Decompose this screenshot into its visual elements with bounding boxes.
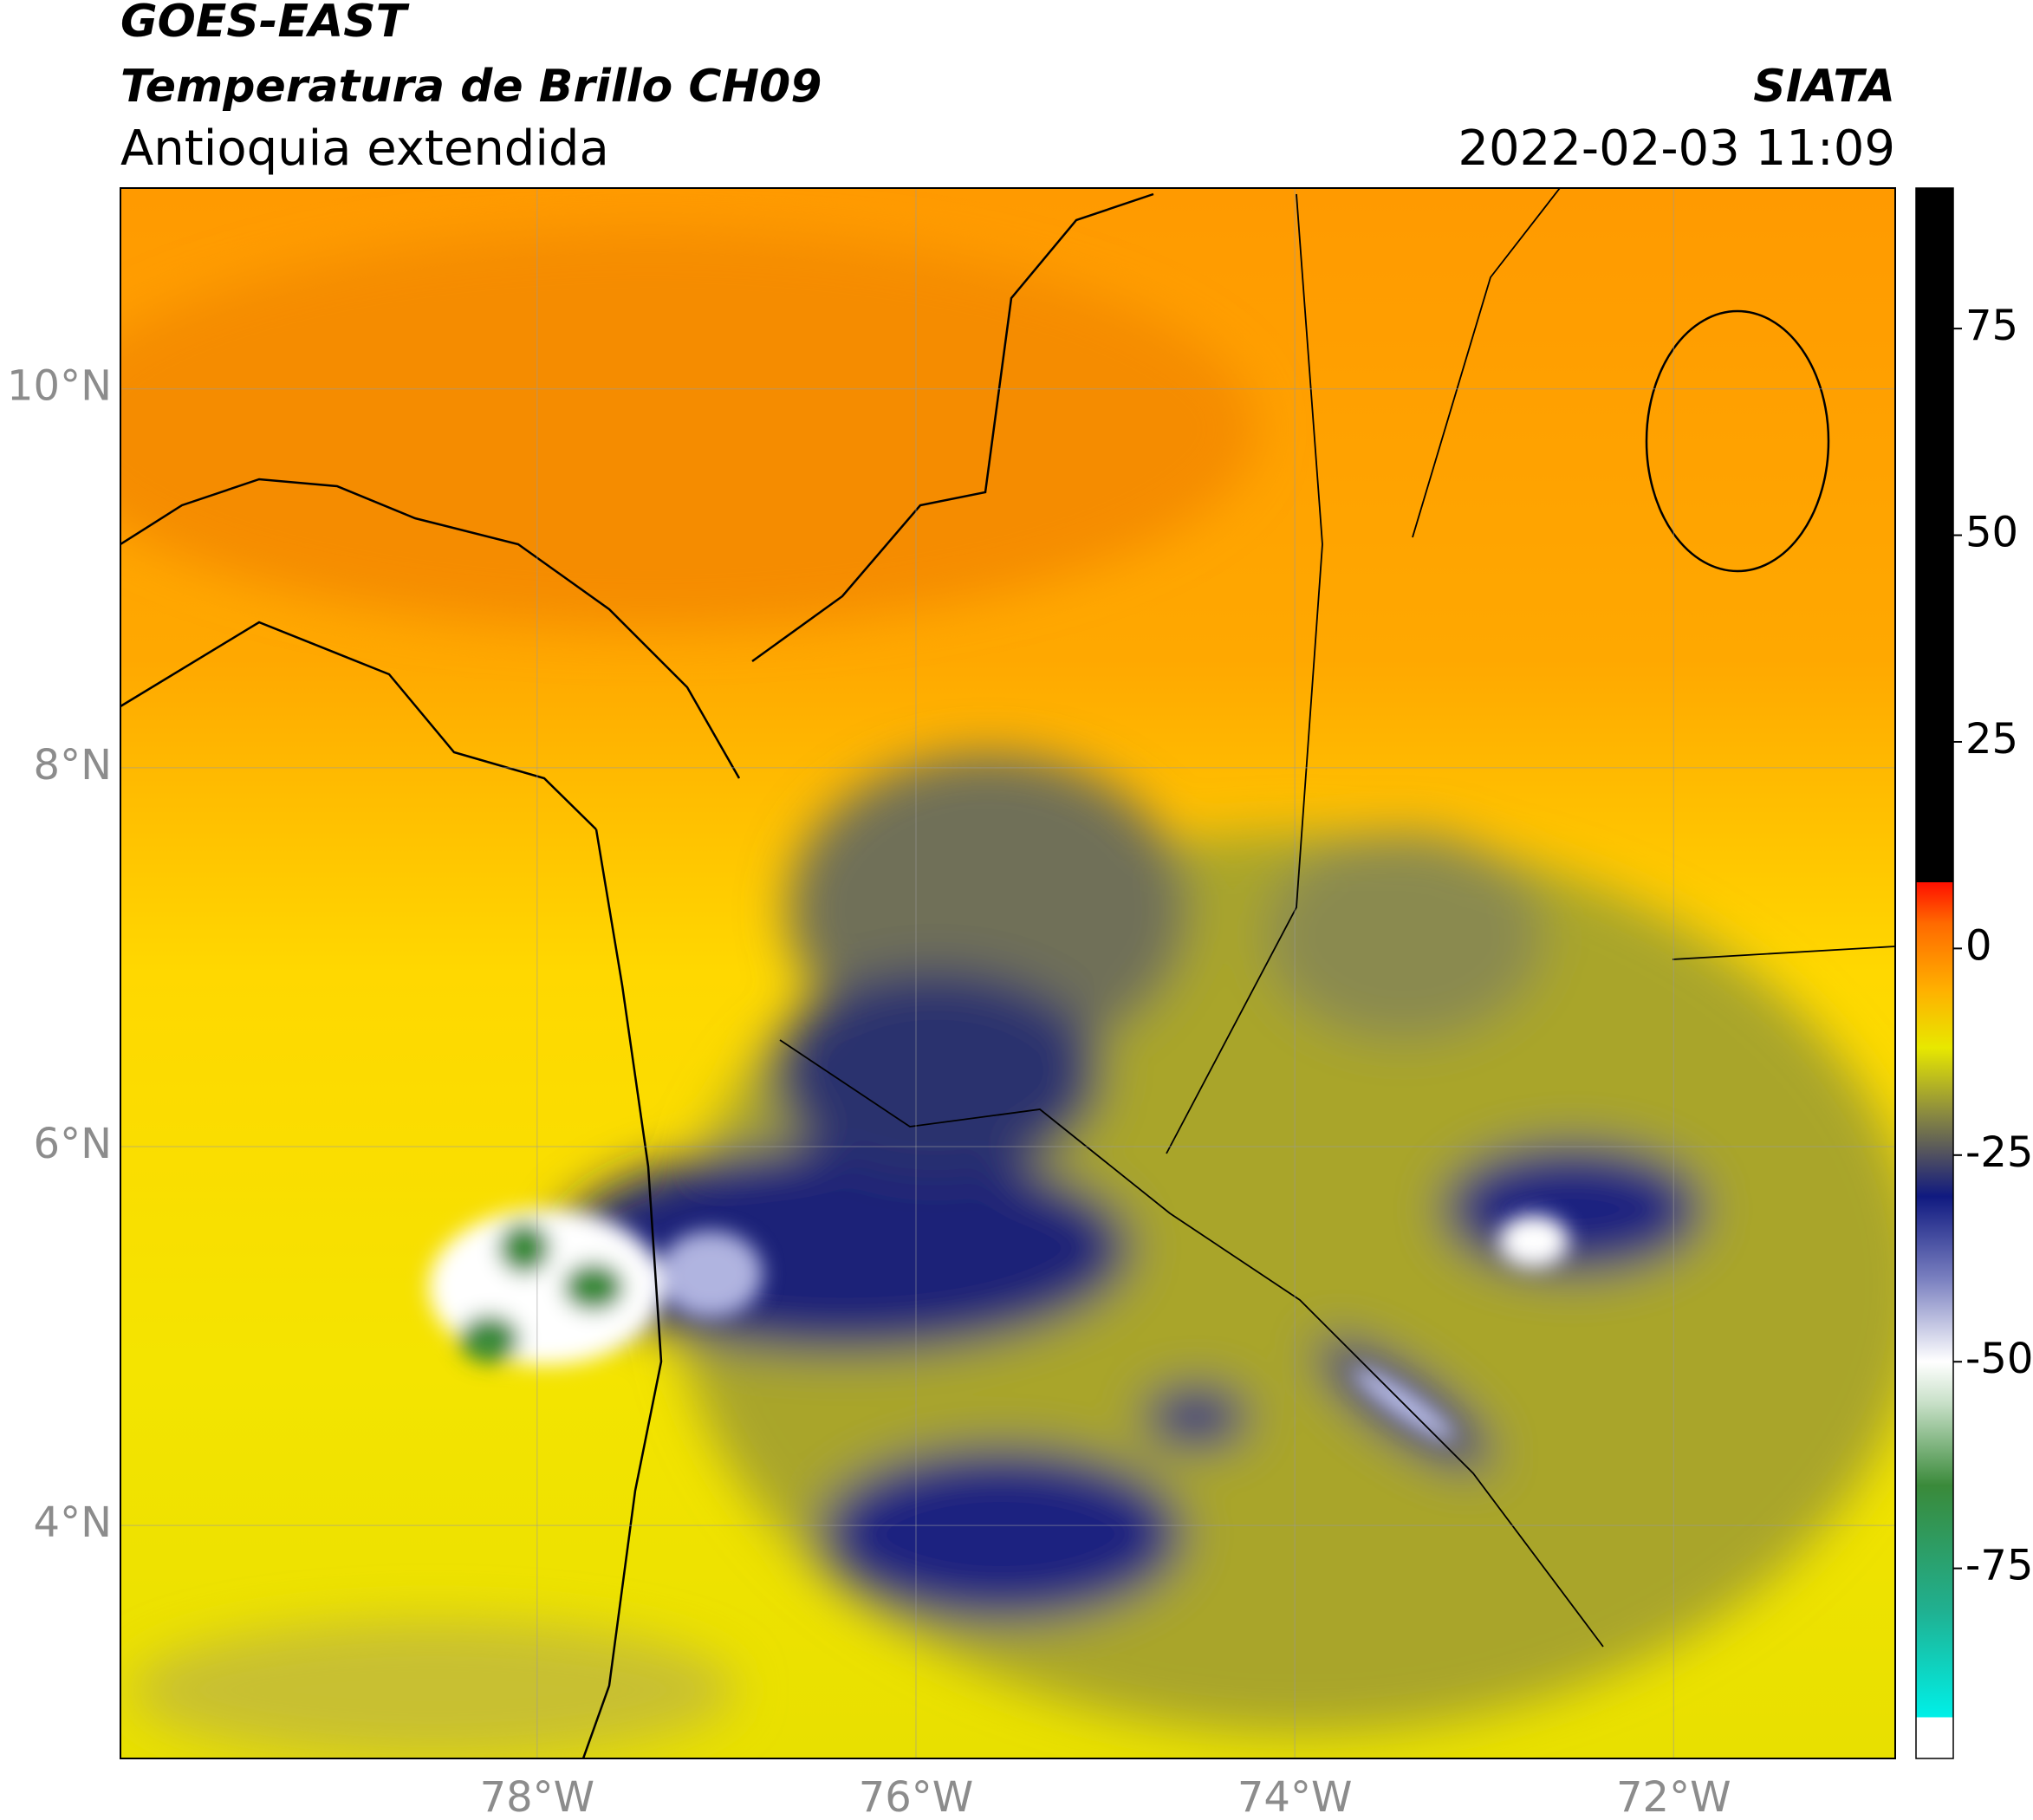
satellite-image bbox=[120, 188, 1895, 1758]
datetime: 2022-02-03 11:09 bbox=[1458, 120, 1895, 177]
colorbar-tick-label: 75 bbox=[1965, 302, 2018, 350]
colorbar-tick-label: -75 bbox=[1965, 1542, 2033, 1590]
region: Antioquia extendida bbox=[120, 120, 609, 177]
x-tick-label: 76°W bbox=[859, 1773, 974, 1820]
title: GOES-EAST bbox=[120, 0, 410, 48]
colorbar-tick-label: -50 bbox=[1965, 1335, 2033, 1383]
y-tick-label: 10°N bbox=[7, 362, 112, 411]
x-tick-label: 78°W bbox=[480, 1773, 595, 1820]
y-tick-label: 4°N bbox=[34, 1498, 112, 1547]
colorbar-tick-label: 25 bbox=[1965, 715, 2018, 764]
colorbar-tick-label: 50 bbox=[1965, 509, 2018, 557]
x-tick-label: 74°W bbox=[1237, 1773, 1353, 1820]
map-frame bbox=[120, 187, 1896, 1759]
grid bbox=[120, 188, 1895, 1758]
x-tick-label: 72°W bbox=[1616, 1773, 1731, 1820]
coastlines bbox=[120, 188, 1895, 1758]
y-tick-label: 8°N bbox=[34, 741, 112, 790]
colorbar-tick-label: -25 bbox=[1965, 1128, 2033, 1177]
subtitle: Temperatura de Brillo CH09 bbox=[120, 61, 822, 113]
colorbar-tick-label: 0 bbox=[1965, 921, 1992, 970]
colorbar bbox=[1915, 187, 1954, 1759]
y-tick-label: 6°N bbox=[34, 1120, 112, 1168]
source: SIATA bbox=[1753, 61, 1895, 113]
